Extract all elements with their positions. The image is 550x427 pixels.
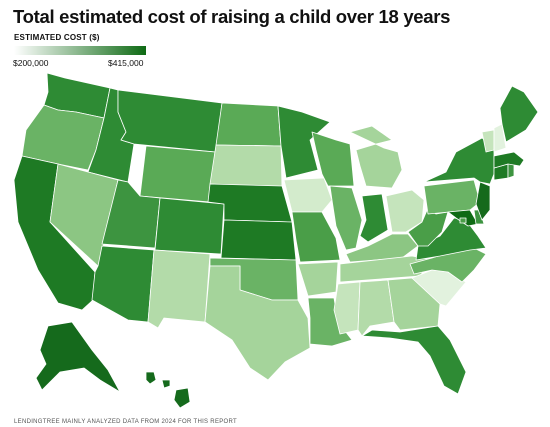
legend-title: ESTIMATED COST ($) [14, 33, 100, 42]
state-KS [220, 219, 297, 261]
state-MA [493, 151, 525, 169]
state-TX [204, 265, 311, 381]
state-NM [147, 249, 211, 329]
state-AK [35, 321, 121, 393]
state-HI-island-big [173, 387, 191, 409]
legend-color-scale [14, 46, 146, 55]
state-IA [283, 177, 333, 213]
state-SD [209, 144, 283, 189]
state-MS [333, 281, 361, 335]
state-KY [345, 233, 419, 263]
state-RI [507, 163, 515, 179]
state-AR [297, 261, 339, 297]
state-DC [459, 217, 467, 224]
state-MN [277, 105, 331, 179]
state-NY [423, 137, 495, 185]
state-WI [311, 131, 355, 187]
state-FL [361, 325, 467, 395]
state-IL [329, 185, 363, 251]
state-WY [139, 145, 216, 203]
state-MO [291, 211, 341, 263]
state-HI [145, 371, 157, 385]
state-PA [423, 179, 481, 215]
map-title: Total estimated cost of raising a child … [13, 6, 451, 27]
state-IN [359, 193, 389, 243]
state-CO [154, 197, 225, 255]
state-NJ [475, 181, 491, 221]
state-MI [349, 125, 403, 189]
state-VA [415, 217, 487, 261]
state-AZ [91, 245, 155, 323]
legend-max-label: $415,000 [108, 58, 144, 68]
state-NH [493, 123, 507, 153]
footnote: LENDINGTREE MAINLY ANALYZED DATA FROM 20… [14, 419, 238, 425]
state-AL [357, 279, 395, 337]
legend-min-label: $200,000 [13, 58, 49, 68]
state-HI-island-maui [161, 379, 171, 389]
state-ND [215, 102, 282, 147]
state-ME [499, 85, 539, 143]
state-MT [117, 89, 223, 153]
